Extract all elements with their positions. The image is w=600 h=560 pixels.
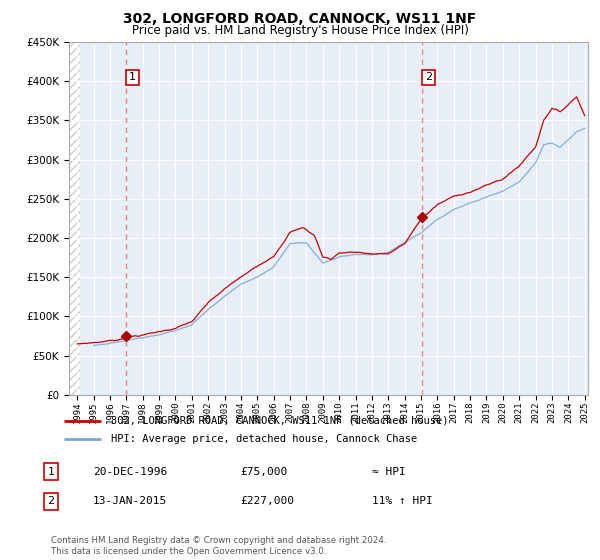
- Text: 1: 1: [47, 466, 55, 477]
- Text: ≈ HPI: ≈ HPI: [372, 466, 406, 477]
- Text: £227,000: £227,000: [240, 496, 294, 506]
- Text: 11% ↑ HPI: 11% ↑ HPI: [372, 496, 433, 506]
- Text: 20-DEC-1996: 20-DEC-1996: [93, 466, 167, 477]
- Text: Contains HM Land Registry data © Crown copyright and database right 2024.
This d: Contains HM Land Registry data © Crown c…: [51, 536, 386, 556]
- Text: 2: 2: [425, 72, 432, 82]
- Text: 1: 1: [129, 72, 136, 82]
- Text: 2: 2: [47, 496, 55, 506]
- Text: HPI: Average price, detached house, Cannock Chase: HPI: Average price, detached house, Cann…: [112, 434, 418, 444]
- Bar: [69, 42, 80, 395]
- Text: 302, LONGFORD ROAD, CANNOCK, WS11 1NF: 302, LONGFORD ROAD, CANNOCK, WS11 1NF: [124, 12, 476, 26]
- Text: Price paid vs. HM Land Registry's House Price Index (HPI): Price paid vs. HM Land Registry's House …: [131, 24, 469, 36]
- Text: 302, LONGFORD ROAD, CANNOCK, WS11 1NF (detached house): 302, LONGFORD ROAD, CANNOCK, WS11 1NF (d…: [112, 416, 449, 426]
- Text: 13-JAN-2015: 13-JAN-2015: [93, 496, 167, 506]
- Text: £75,000: £75,000: [240, 466, 287, 477]
